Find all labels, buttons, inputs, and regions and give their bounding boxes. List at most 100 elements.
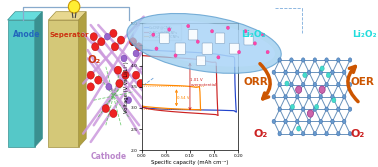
- Circle shape: [296, 70, 299, 74]
- Circle shape: [325, 107, 328, 111]
- Circle shape: [336, 82, 340, 87]
- FancyBboxPatch shape: [215, 33, 225, 43]
- Polygon shape: [48, 12, 86, 20]
- Polygon shape: [35, 12, 42, 147]
- Circle shape: [319, 95, 322, 99]
- Polygon shape: [8, 12, 42, 20]
- Ellipse shape: [127, 14, 281, 73]
- Circle shape: [301, 132, 305, 136]
- FancyBboxPatch shape: [244, 35, 253, 45]
- Circle shape: [272, 70, 276, 74]
- Circle shape: [290, 82, 293, 87]
- Circle shape: [261, 33, 265, 36]
- Circle shape: [125, 97, 132, 104]
- Circle shape: [290, 132, 293, 136]
- Circle shape: [278, 132, 282, 136]
- Circle shape: [91, 43, 99, 51]
- Circle shape: [226, 26, 229, 30]
- Y-axis label: Voltage (V vs Li/Li⁺): Voltage (V vs Li/Li⁺): [124, 61, 129, 113]
- FancyBboxPatch shape: [188, 30, 198, 40]
- Polygon shape: [79, 12, 86, 147]
- Circle shape: [129, 38, 137, 46]
- Circle shape: [135, 43, 143, 51]
- Circle shape: [313, 58, 317, 62]
- Polygon shape: [48, 20, 79, 147]
- Circle shape: [110, 110, 117, 118]
- Text: O₂: O₂: [350, 129, 364, 139]
- Circle shape: [296, 95, 299, 99]
- Circle shape: [342, 70, 346, 74]
- Circle shape: [348, 107, 352, 111]
- Legend: CoCNF@CNFs, ZnNCo@CPCNFs, ZnCoCNF@PCNFs: CoCNF@CNFs, ZnNCo@CPCNFs, ZnCoCNF@PCNFs: [143, 24, 181, 40]
- Circle shape: [326, 73, 330, 78]
- Circle shape: [314, 104, 319, 109]
- Circle shape: [98, 38, 105, 46]
- Circle shape: [253, 42, 257, 45]
- Circle shape: [111, 43, 119, 51]
- Circle shape: [278, 58, 282, 62]
- Text: OER: OER: [350, 77, 374, 87]
- Circle shape: [303, 73, 307, 78]
- Circle shape: [307, 95, 311, 99]
- Circle shape: [244, 30, 247, 33]
- Circle shape: [114, 66, 122, 74]
- Circle shape: [307, 119, 311, 124]
- Circle shape: [319, 70, 322, 74]
- Circle shape: [348, 58, 352, 62]
- Circle shape: [116, 79, 123, 88]
- Circle shape: [320, 66, 324, 71]
- Circle shape: [284, 70, 287, 74]
- Circle shape: [313, 82, 317, 87]
- X-axis label: Specific capacity (mAh cm⁻²): Specific capacity (mAh cm⁻²): [151, 160, 229, 165]
- Circle shape: [117, 36, 125, 44]
- Circle shape: [211, 30, 214, 33]
- Circle shape: [348, 132, 352, 136]
- Circle shape: [102, 105, 110, 113]
- Circle shape: [106, 84, 112, 90]
- Circle shape: [336, 132, 340, 136]
- Circle shape: [174, 54, 177, 57]
- Circle shape: [237, 50, 241, 54]
- Circle shape: [104, 33, 110, 40]
- Circle shape: [167, 28, 171, 31]
- Circle shape: [331, 95, 334, 99]
- Circle shape: [132, 71, 140, 79]
- Circle shape: [290, 107, 293, 111]
- Circle shape: [155, 47, 158, 50]
- Circle shape: [348, 82, 352, 87]
- Text: O₂: O₂: [254, 129, 268, 139]
- FancyBboxPatch shape: [202, 43, 212, 54]
- Circle shape: [336, 58, 340, 62]
- Circle shape: [87, 83, 94, 91]
- FancyBboxPatch shape: [160, 33, 169, 43]
- Text: Li₂O₂: Li₂O₂: [242, 30, 266, 39]
- Circle shape: [331, 119, 334, 124]
- Circle shape: [285, 81, 289, 86]
- Text: Li₂O₂: Li₂O₂: [352, 30, 376, 39]
- Circle shape: [332, 98, 336, 103]
- Circle shape: [325, 82, 328, 87]
- Text: 0.54 V: 0.54 V: [177, 96, 189, 100]
- Circle shape: [187, 24, 190, 28]
- Circle shape: [110, 29, 117, 37]
- Circle shape: [319, 86, 325, 93]
- Circle shape: [284, 95, 287, 99]
- Circle shape: [272, 95, 276, 99]
- Circle shape: [301, 58, 305, 62]
- Circle shape: [342, 119, 346, 124]
- Text: Cathode: Cathode: [91, 152, 127, 161]
- Circle shape: [301, 107, 305, 111]
- Circle shape: [137, 79, 144, 88]
- Circle shape: [342, 95, 346, 99]
- Circle shape: [325, 132, 328, 136]
- Circle shape: [307, 110, 313, 117]
- Circle shape: [313, 132, 317, 136]
- Circle shape: [336, 107, 340, 111]
- Circle shape: [297, 126, 301, 131]
- Circle shape: [122, 71, 129, 79]
- Circle shape: [196, 40, 199, 43]
- Text: ORR: ORR: [243, 77, 268, 87]
- Circle shape: [290, 58, 293, 62]
- Circle shape: [217, 56, 220, 59]
- Text: 1.01 V
overpotential: 1.01 V overpotential: [191, 78, 217, 87]
